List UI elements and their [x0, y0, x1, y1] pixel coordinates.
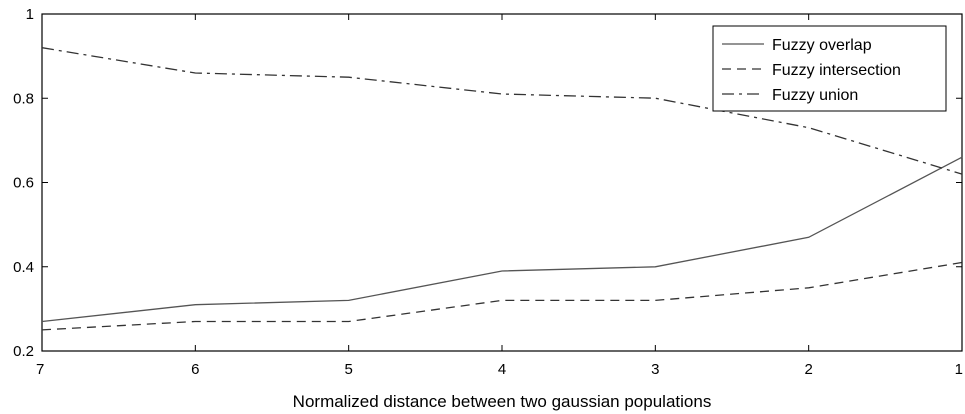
x-tick-label: 2 [804, 361, 812, 378]
y-tick-label: 0.2 [13, 343, 34, 360]
x-tick-label: 6 [191, 361, 199, 378]
x-tick-label: 5 [344, 361, 352, 378]
x-axis: 7 6 5 4 3 2 1 [36, 14, 963, 378]
x-tick-label: 4 [498, 361, 506, 378]
y-tick-label: 0.8 [13, 90, 34, 107]
x-axis-title: Normalized distance between two gaussian… [293, 392, 712, 411]
legend-label-fuzzy-intersection: Fuzzy intersection [772, 62, 901, 79]
legend: Fuzzy overlap Fuzzy intersection Fuzzy uni… [712, 25, 947, 112]
y-tick-label: 0.4 [13, 259, 34, 276]
series-layer [41, 47, 963, 331]
x-tick-label: 7 [36, 361, 44, 378]
x-tick-label: 1 [955, 361, 963, 378]
legend-box [712, 25, 947, 112]
y-tick-label: 0.6 [13, 175, 34, 192]
y-axis: 0.2 0.4 0.6 0.8 1 [13, 6, 962, 360]
legend-label-fuzzy-overlap: Fuzzy overlap [772, 37, 872, 54]
y-tick-label: 1 [26, 6, 34, 23]
x-tick-label: 3 [651, 361, 659, 378]
legend-label-fuzzy-union: Fuzzy union [772, 87, 858, 104]
